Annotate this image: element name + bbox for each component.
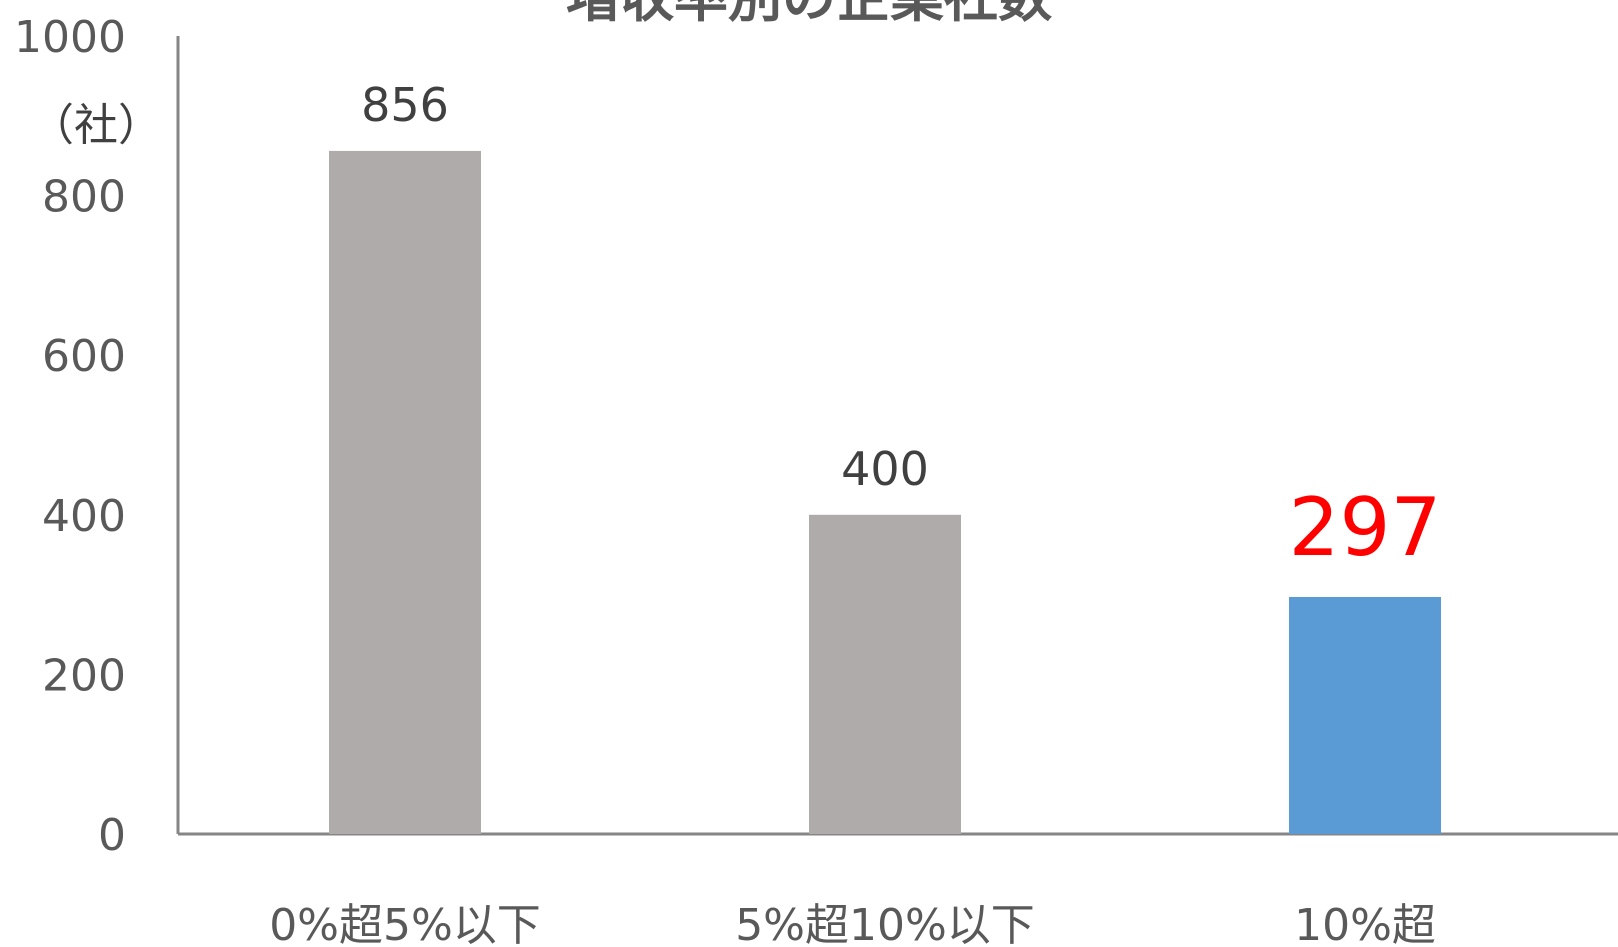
category-labels-group: 0%超5%以下 5%超10%以下 10%超 <box>269 900 1436 947</box>
y-tick-label: 1000 <box>14 12 126 63</box>
chart-title-group: 増収率別の企業社数 <box>566 0 1052 29</box>
chart-title: 増収率別の企業社数 <box>566 0 1052 29</box>
y-axis-unit-label: （社） <box>30 100 162 151</box>
y-tick-label: 400 <box>42 491 126 542</box>
bars-group <box>329 150 1441 835</box>
x-category-label: 0%超5%以下 <box>269 900 541 947</box>
data-labels-group: 856 400 297 <box>361 78 1441 574</box>
data-label: 400 <box>841 442 929 496</box>
data-label: 297 <box>1289 481 1442 574</box>
bar <box>809 514 961 834</box>
data-label: 856 <box>361 78 449 132</box>
y-tick-label: 200 <box>42 650 126 701</box>
y-tick-label: 600 <box>42 331 126 382</box>
x-category-label: 10%超 <box>1294 900 1436 947</box>
bar <box>1289 596 1441 834</box>
y-tick-label: 0 <box>98 810 126 861</box>
bar <box>329 150 481 835</box>
x-category-label: 5%超10%以下 <box>735 900 1035 947</box>
y-tick-label: 800 <box>42 172 126 223</box>
y-axis: 0 200 400 600 800 1000 <box>14 12 180 861</box>
